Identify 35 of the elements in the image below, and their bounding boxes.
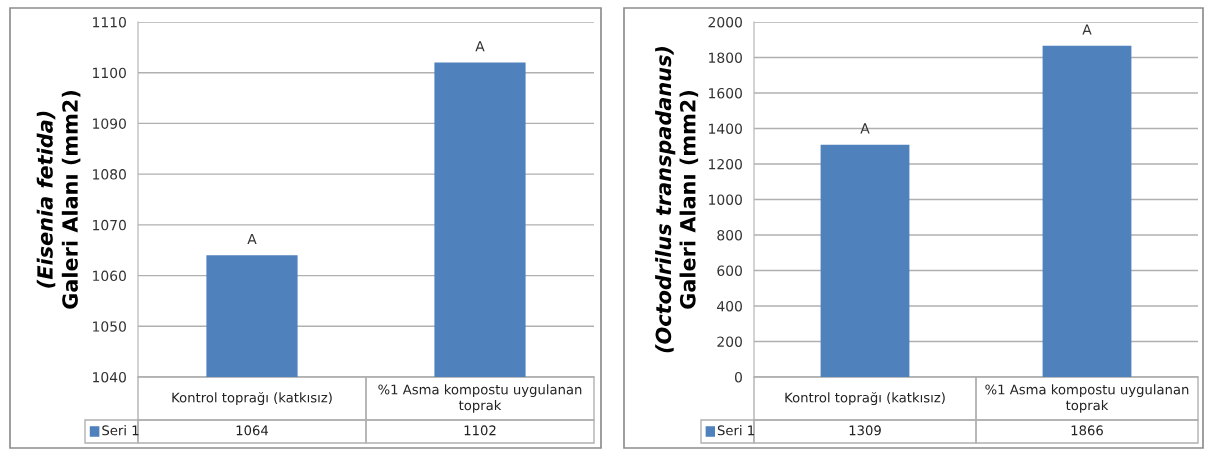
annotation: A xyxy=(247,233,257,245)
y-tick-label: 1600 xyxy=(709,87,742,99)
y-tick-label: 1800 xyxy=(709,52,742,63)
annotation: A xyxy=(475,41,485,52)
y-tick-label: 800 xyxy=(717,229,742,241)
legend-label: Seri 1 xyxy=(102,425,139,436)
annotation: A xyxy=(1082,24,1092,35)
x-tick-label: Kontrol toprağı (katkısız) xyxy=(785,391,945,406)
data-label: 1064 xyxy=(236,425,269,436)
y-axis-title: (Eisenia fetida) Galeri Alanı (mm2) xyxy=(36,90,81,309)
y-tick-label: 0 xyxy=(734,371,742,383)
y-tick-label: 2000 xyxy=(708,16,742,28)
data-label: 1309 xyxy=(849,425,881,436)
data-label: 1866 xyxy=(1071,425,1103,436)
y-tick-label: 1100 xyxy=(93,67,126,79)
y-tick-label: 1040 xyxy=(93,371,126,383)
y-tick-label: 1110 xyxy=(93,16,126,28)
y-tick-label: 1090 xyxy=(93,118,126,129)
y-tick-label: 600 xyxy=(717,265,742,276)
y-tick-label: 400 xyxy=(717,300,742,312)
annotation: A xyxy=(860,123,870,134)
y-tick-label: 200 xyxy=(717,336,742,347)
y-tick-label: 1000 xyxy=(709,194,742,205)
data-label: 1102 xyxy=(464,425,496,436)
x-tick-label: %1 Asma kompostu uygulanan toprak xyxy=(985,384,1189,413)
legend-label: Seri 1 xyxy=(717,425,754,436)
y-tick-label: 1400 xyxy=(709,123,742,134)
x-tick-label: %1 Asma kompostu uygulanan toprak xyxy=(378,384,582,413)
y-tick-label: 1070 xyxy=(93,219,126,231)
y-tick-label: 1200 xyxy=(709,158,742,170)
y-tick-label: 1050 xyxy=(93,321,126,332)
y-axis-title: (Octodrilus transpadanus) Galeri Alanı (mm2) xyxy=(655,47,699,353)
y-tick-label: 1060 xyxy=(93,270,126,282)
y-tick-label: 1080 xyxy=(93,169,126,180)
x-tick-label: Kontrol toprağı (katkısız) xyxy=(172,391,332,406)
